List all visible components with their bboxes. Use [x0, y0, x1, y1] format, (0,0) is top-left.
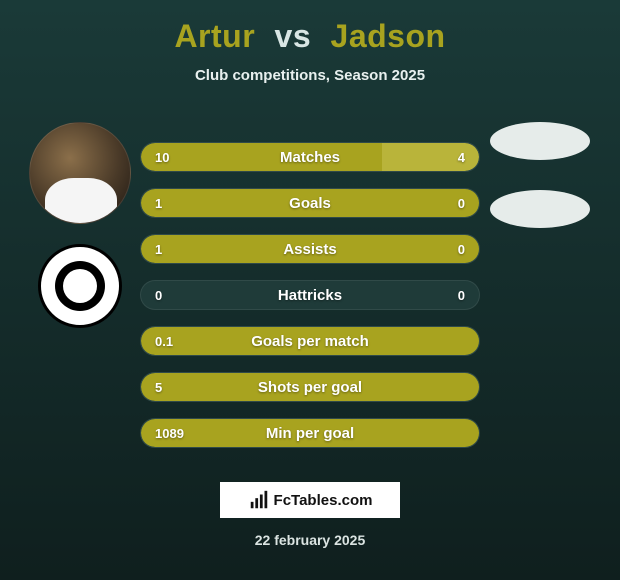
branding-badge: FcTables.com: [220, 482, 400, 518]
comparison-card: Artur vs Jadson Club competitions, Seaso…: [0, 0, 620, 580]
left-side-column: [20, 84, 140, 328]
card-date: 22 february 2025: [20, 532, 600, 548]
stat-value-right: 4: [458, 143, 465, 171]
spacer: [20, 84, 140, 102]
stat-bar: Goals per match0.1: [140, 326, 480, 356]
stat-value-left: 10: [155, 143, 169, 171]
stat-value-right: 0: [458, 189, 465, 217]
stat-bar: Hattricks0 0: [140, 280, 480, 310]
stat-value-left: 1: [155, 189, 162, 217]
card-subtitle: Club competitions, Season 2025: [20, 67, 600, 84]
stat-row: Min per goal1089: [140, 418, 480, 448]
player1-name: Artur: [174, 18, 255, 54]
player2-club-wrap: [480, 190, 600, 228]
player1-portrait: [29, 122, 131, 224]
player1-club-wrap: [20, 244, 140, 328]
card-title: Artur vs Jadson: [20, 18, 600, 55]
player2-photo-wrap: [480, 122, 600, 160]
player2-portrait-placeholder: [490, 122, 590, 160]
stat-bar: Goals1 0: [140, 188, 480, 218]
stat-bar: Shots per goal5: [140, 372, 480, 402]
stat-row: Matches10 4: [140, 142, 480, 172]
right-side-column: [480, 84, 600, 228]
stat-row: Goals per match0.1: [140, 326, 480, 356]
title-vs: vs: [275, 18, 312, 54]
stat-label: Matches: [141, 143, 479, 171]
stat-label: Goals: [141, 189, 479, 217]
branding-text: FcTables.com: [274, 492, 373, 509]
stat-label: Assists: [141, 235, 479, 263]
stat-bars-column: Matches104Goals10Assists10Hattricks00Goa…: [140, 110, 480, 464]
stat-label: Goals per match: [141, 327, 479, 355]
player2-name: Jadson: [331, 18, 446, 54]
stat-bar: Assists1 0: [140, 234, 480, 264]
spacer: [480, 84, 600, 102]
stat-value-right: 0: [458, 281, 465, 309]
main-area: Matches104Goals10Assists10Hattricks00Goa…: [20, 84, 600, 464]
stat-value-left: 0: [155, 281, 162, 309]
stat-value-left: 0.1: [155, 327, 173, 355]
player1-club-badge: [38, 244, 122, 328]
stat-label: Min per goal: [141, 419, 479, 447]
stat-row: Goals1 0: [140, 188, 480, 218]
stat-value-left: 1089: [155, 419, 184, 447]
stat-row: Hattricks0 0: [140, 280, 480, 310]
stat-rows: Matches104Goals10Assists10Hattricks00Goa…: [140, 142, 480, 448]
stat-label: Hattricks: [141, 281, 479, 309]
stat-value-left: 5: [155, 373, 162, 401]
stat-value-right: 0: [458, 235, 465, 263]
stat-row: Assists1 0: [140, 234, 480, 264]
player2-club-placeholder: [490, 190, 590, 228]
stat-value-left: 1: [155, 235, 162, 263]
stat-bar: Min per goal1089: [140, 418, 480, 448]
player1-photo-wrap: [20, 122, 140, 224]
stat-bar: Matches10 4: [140, 142, 480, 172]
chart-icon: [248, 489, 270, 511]
stat-row: Shots per goal5: [140, 372, 480, 402]
stat-label: Shots per goal: [141, 373, 479, 401]
